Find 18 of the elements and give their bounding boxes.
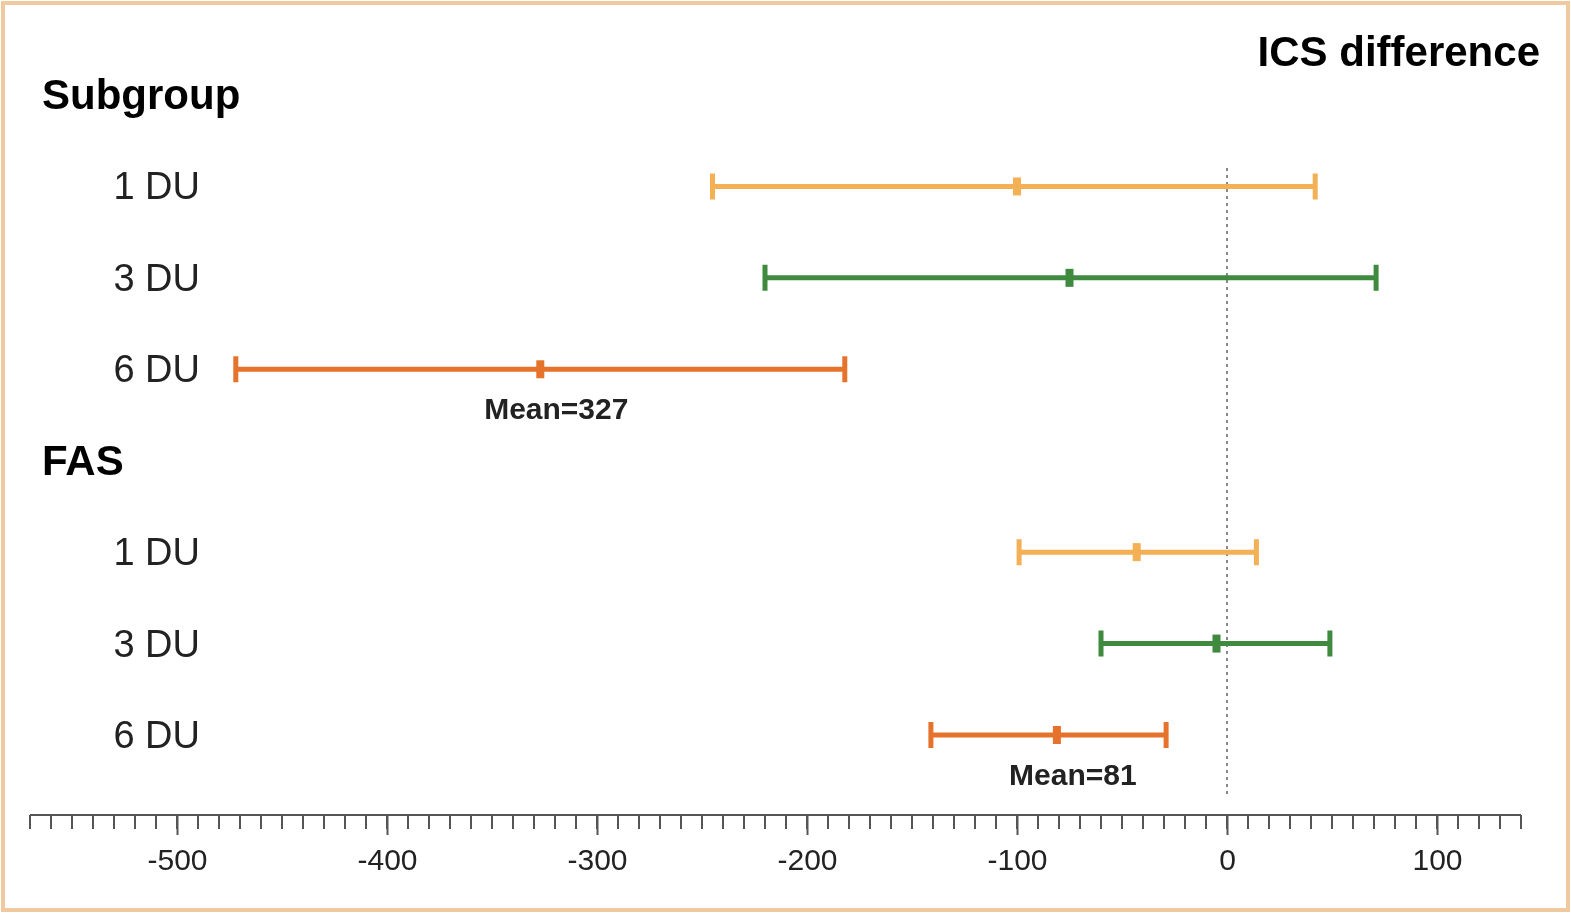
y-tick-label: 3 DU xyxy=(113,622,200,665)
annotation: Mean=81 xyxy=(1009,758,1137,791)
y-tick-label: 3 DU xyxy=(113,256,200,299)
y-tick-label: 1 DU xyxy=(113,165,200,208)
x-tick-label: -300 xyxy=(567,843,628,877)
x-tick-label: 0 xyxy=(1219,843,1236,877)
y-tick-label: 6 DU xyxy=(113,714,200,756)
y-tick-label: 1 DU xyxy=(113,531,200,574)
x-tick-label: -400 xyxy=(357,843,418,877)
x-tick-label: 100 xyxy=(1412,843,1463,877)
x-tick-label: -200 xyxy=(777,843,838,877)
y-tick-label: Subgroup xyxy=(42,71,241,118)
annotation: Mean=327 xyxy=(484,392,629,426)
x-tick-label: -500 xyxy=(147,843,208,877)
y-tick-label: 6 DU xyxy=(113,348,200,391)
y-tick-label: FAS xyxy=(42,436,124,484)
chart-title: ICS difference xyxy=(1257,28,1540,75)
x-tick-label: -100 xyxy=(987,843,1048,877)
